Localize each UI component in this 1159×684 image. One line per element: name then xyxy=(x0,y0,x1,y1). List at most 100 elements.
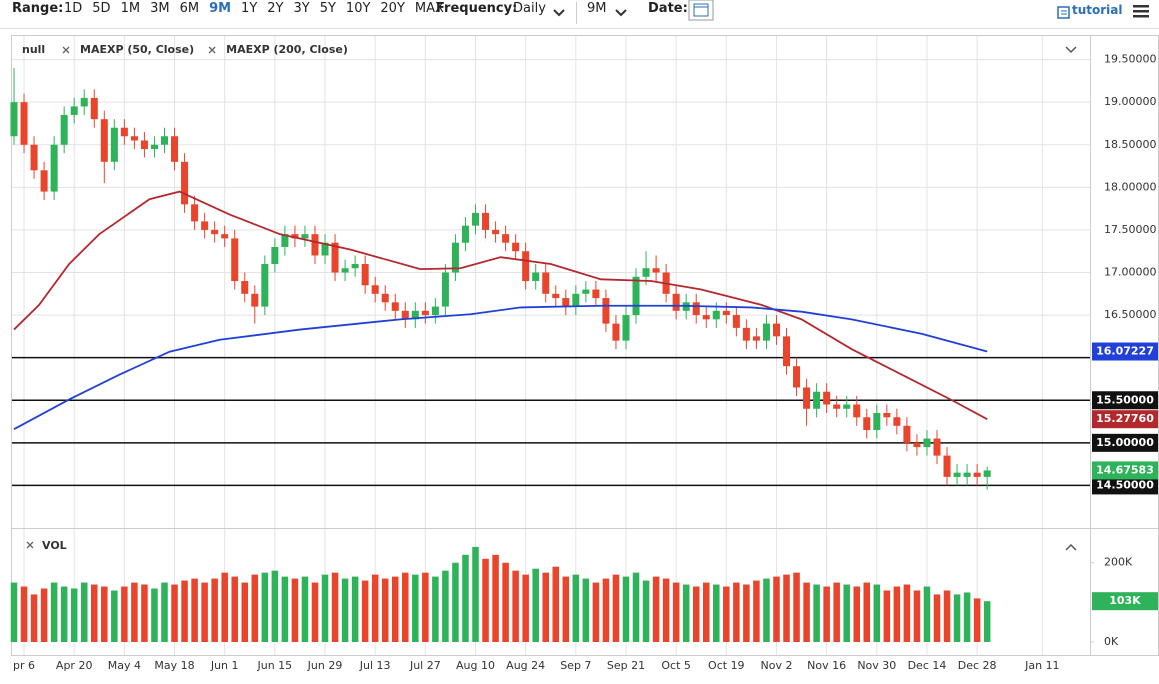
remove-icon[interactable] xyxy=(62,46,70,54)
candle-body xyxy=(281,234,289,247)
volume-bar xyxy=(883,590,891,642)
volume-bar xyxy=(843,584,850,642)
volume-bar xyxy=(131,582,138,642)
price-tag-label: 103K xyxy=(1109,594,1141,607)
candle-body xyxy=(471,212,480,226)
volume-bar xyxy=(60,586,68,642)
candle-body xyxy=(20,102,28,145)
volume-bar xyxy=(391,576,399,642)
remove-icon[interactable] xyxy=(208,46,216,54)
volume-bar xyxy=(351,576,359,642)
range-button[interactable]: 20Y xyxy=(380,1,405,16)
volume-bar xyxy=(893,586,901,642)
volume-bar xyxy=(582,578,590,642)
range-button[interactable]: 10Y xyxy=(345,1,371,16)
range-button[interactable]: 6M xyxy=(179,1,200,16)
candle-body xyxy=(973,472,981,477)
icon-stroke xyxy=(62,46,70,54)
x-tick-label: May 4 xyxy=(108,659,141,672)
menu-button[interactable] xyxy=(1133,4,1149,18)
volume-bar xyxy=(181,580,188,642)
price-tag-label: 16.07227 xyxy=(1096,345,1154,358)
candle-body xyxy=(502,234,510,243)
x-tick-label: Jun 1 xyxy=(210,659,239,672)
candle-body xyxy=(351,263,359,269)
range-button[interactable]: 3M xyxy=(150,1,170,16)
candle-body xyxy=(241,281,249,294)
candle-body xyxy=(622,315,630,341)
period-select[interactable]: 9M xyxy=(587,1,607,16)
range-button[interactable]: 2Y xyxy=(267,1,284,16)
x-tick-label: May 18 xyxy=(154,659,194,672)
candle-body xyxy=(40,170,48,192)
candle-body xyxy=(482,212,490,230)
volume-bar xyxy=(502,562,509,642)
frequency-label: Frequency: xyxy=(436,1,518,16)
candle-body xyxy=(421,310,429,316)
volume-bar xyxy=(532,568,539,642)
candle-body xyxy=(983,470,991,477)
legend-entry: MAEXP (50, Close) xyxy=(80,43,194,56)
range-buttons: 1D 5D 1M 3M 6M 9M 1Y 2Y 3Y 5Y 10Y 20Y MAX xyxy=(64,1,444,16)
volume-bar xyxy=(10,582,18,642)
volume-bar xyxy=(161,582,168,642)
candle-body xyxy=(672,293,680,311)
x-tick-label: Jan 11 xyxy=(1024,659,1059,672)
volume-bar xyxy=(492,554,499,642)
range-label: Range: xyxy=(12,1,64,16)
y-tick-label: 16.50000 xyxy=(1104,308,1157,321)
moving-average-line xyxy=(13,304,988,430)
remove-icon[interactable] xyxy=(26,541,34,549)
candle-body xyxy=(90,97,98,120)
range-button[interactable]: 1Y xyxy=(241,1,258,16)
volume-bar xyxy=(371,574,379,642)
range-button[interactable]: 1D xyxy=(64,1,83,16)
volume-bar xyxy=(30,594,38,642)
range-button[interactable]: 5Y xyxy=(319,1,336,16)
tutorial-link[interactable]: tutorial xyxy=(1072,3,1123,17)
x-tick-label: Dec 14 xyxy=(908,659,947,672)
candle-body xyxy=(291,234,299,239)
candle-body xyxy=(762,323,770,341)
candle-body xyxy=(772,323,780,337)
frequency-select[interactable]: Daily xyxy=(513,1,546,16)
volume-bar xyxy=(311,582,319,642)
volume-bar xyxy=(472,546,479,642)
collapse-chevron[interactable] xyxy=(1065,543,1077,551)
range-button[interactable]: MAX xyxy=(414,1,444,16)
volume-bar xyxy=(853,586,861,642)
range-button[interactable]: 1M xyxy=(120,1,141,16)
volume-bar xyxy=(983,601,991,642)
candle-body xyxy=(903,425,911,443)
volume-bar xyxy=(733,582,740,642)
candle-body xyxy=(321,242,329,256)
y-tick-label: 18.50000 xyxy=(1104,138,1157,151)
volume-bar xyxy=(903,584,911,642)
candle-body xyxy=(883,413,891,418)
price-tag-label: 15.00000 xyxy=(1096,436,1154,449)
candle-body xyxy=(592,289,600,299)
price-tag xyxy=(1092,592,1158,611)
candle-body xyxy=(793,366,801,388)
candle-body xyxy=(171,136,179,162)
volume-title: VOL xyxy=(42,539,67,552)
candle-body xyxy=(160,136,169,145)
collapse-chevron[interactable] xyxy=(1065,46,1077,54)
range-button[interactable]: 9M xyxy=(209,1,232,16)
grid xyxy=(12,36,1090,655)
volume-bar xyxy=(462,554,469,642)
range-button[interactable]: 3Y xyxy=(293,1,310,16)
volume-bar xyxy=(592,582,600,642)
candle-body xyxy=(933,438,941,456)
range-button[interactable]: 5D xyxy=(92,1,111,16)
volume-bar xyxy=(171,584,178,642)
candle-body xyxy=(271,246,279,264)
calendar-button[interactable] xyxy=(688,0,714,21)
price-tag-label: 15.27760 xyxy=(1096,412,1154,425)
x-tick-label: Sep 7 xyxy=(560,659,591,672)
volume-bar xyxy=(281,576,289,642)
price-tag xyxy=(1092,410,1158,429)
volume-bar xyxy=(452,562,459,642)
candle-body xyxy=(823,391,831,405)
